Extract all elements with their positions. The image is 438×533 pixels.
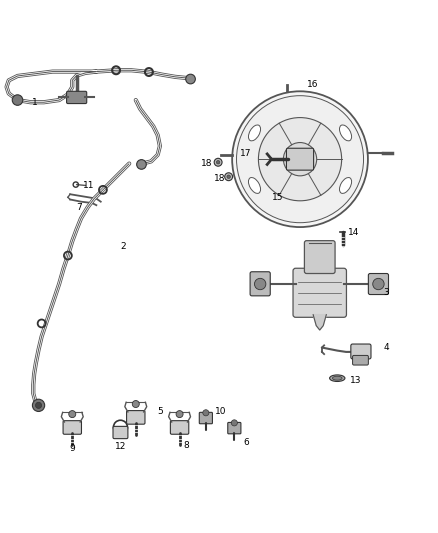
FancyBboxPatch shape (199, 413, 212, 424)
Circle shape (214, 158, 222, 166)
Circle shape (132, 400, 139, 408)
Text: 17: 17 (240, 149, 251, 158)
FancyBboxPatch shape (353, 356, 368, 365)
Circle shape (373, 278, 384, 290)
Circle shape (216, 160, 220, 164)
FancyBboxPatch shape (368, 273, 389, 295)
Ellipse shape (339, 125, 352, 141)
Text: 13: 13 (350, 376, 362, 385)
Text: 8: 8 (183, 441, 189, 450)
Circle shape (231, 420, 237, 426)
Circle shape (203, 410, 209, 416)
Text: 6: 6 (243, 438, 249, 447)
Text: 3: 3 (383, 288, 389, 297)
Ellipse shape (329, 375, 345, 382)
FancyBboxPatch shape (304, 241, 335, 273)
Ellipse shape (248, 177, 261, 193)
Text: 18: 18 (201, 159, 212, 168)
FancyBboxPatch shape (63, 421, 81, 434)
FancyBboxPatch shape (127, 410, 145, 424)
Text: 16: 16 (307, 80, 319, 89)
Circle shape (283, 142, 317, 176)
Text: 7: 7 (77, 203, 82, 212)
Polygon shape (313, 314, 326, 330)
Circle shape (225, 173, 233, 181)
Circle shape (237, 96, 364, 223)
Text: 12: 12 (115, 442, 126, 451)
Circle shape (137, 159, 146, 169)
Circle shape (12, 95, 23, 106)
Ellipse shape (332, 376, 342, 380)
Ellipse shape (248, 125, 261, 141)
Text: 15: 15 (272, 193, 284, 202)
Text: 9: 9 (69, 444, 75, 453)
FancyBboxPatch shape (293, 268, 346, 317)
FancyBboxPatch shape (351, 344, 371, 359)
Circle shape (32, 399, 45, 411)
Circle shape (227, 175, 230, 179)
FancyBboxPatch shape (170, 421, 189, 434)
Circle shape (35, 402, 42, 408)
FancyBboxPatch shape (67, 91, 87, 103)
Text: 10: 10 (215, 407, 226, 416)
Circle shape (69, 410, 76, 418)
Circle shape (258, 118, 342, 201)
Text: 11: 11 (83, 181, 95, 190)
FancyBboxPatch shape (250, 272, 270, 296)
FancyBboxPatch shape (113, 426, 128, 439)
Text: 1: 1 (32, 98, 37, 107)
Circle shape (176, 410, 183, 418)
FancyBboxPatch shape (228, 423, 241, 434)
Circle shape (254, 278, 266, 290)
Ellipse shape (339, 177, 352, 193)
Text: 5: 5 (158, 407, 163, 416)
Circle shape (186, 74, 195, 84)
Text: 2: 2 (120, 243, 126, 251)
Text: 18: 18 (214, 174, 225, 182)
Text: 4: 4 (383, 343, 389, 352)
Text: 14: 14 (348, 228, 360, 237)
Circle shape (232, 91, 368, 227)
FancyBboxPatch shape (286, 148, 314, 170)
